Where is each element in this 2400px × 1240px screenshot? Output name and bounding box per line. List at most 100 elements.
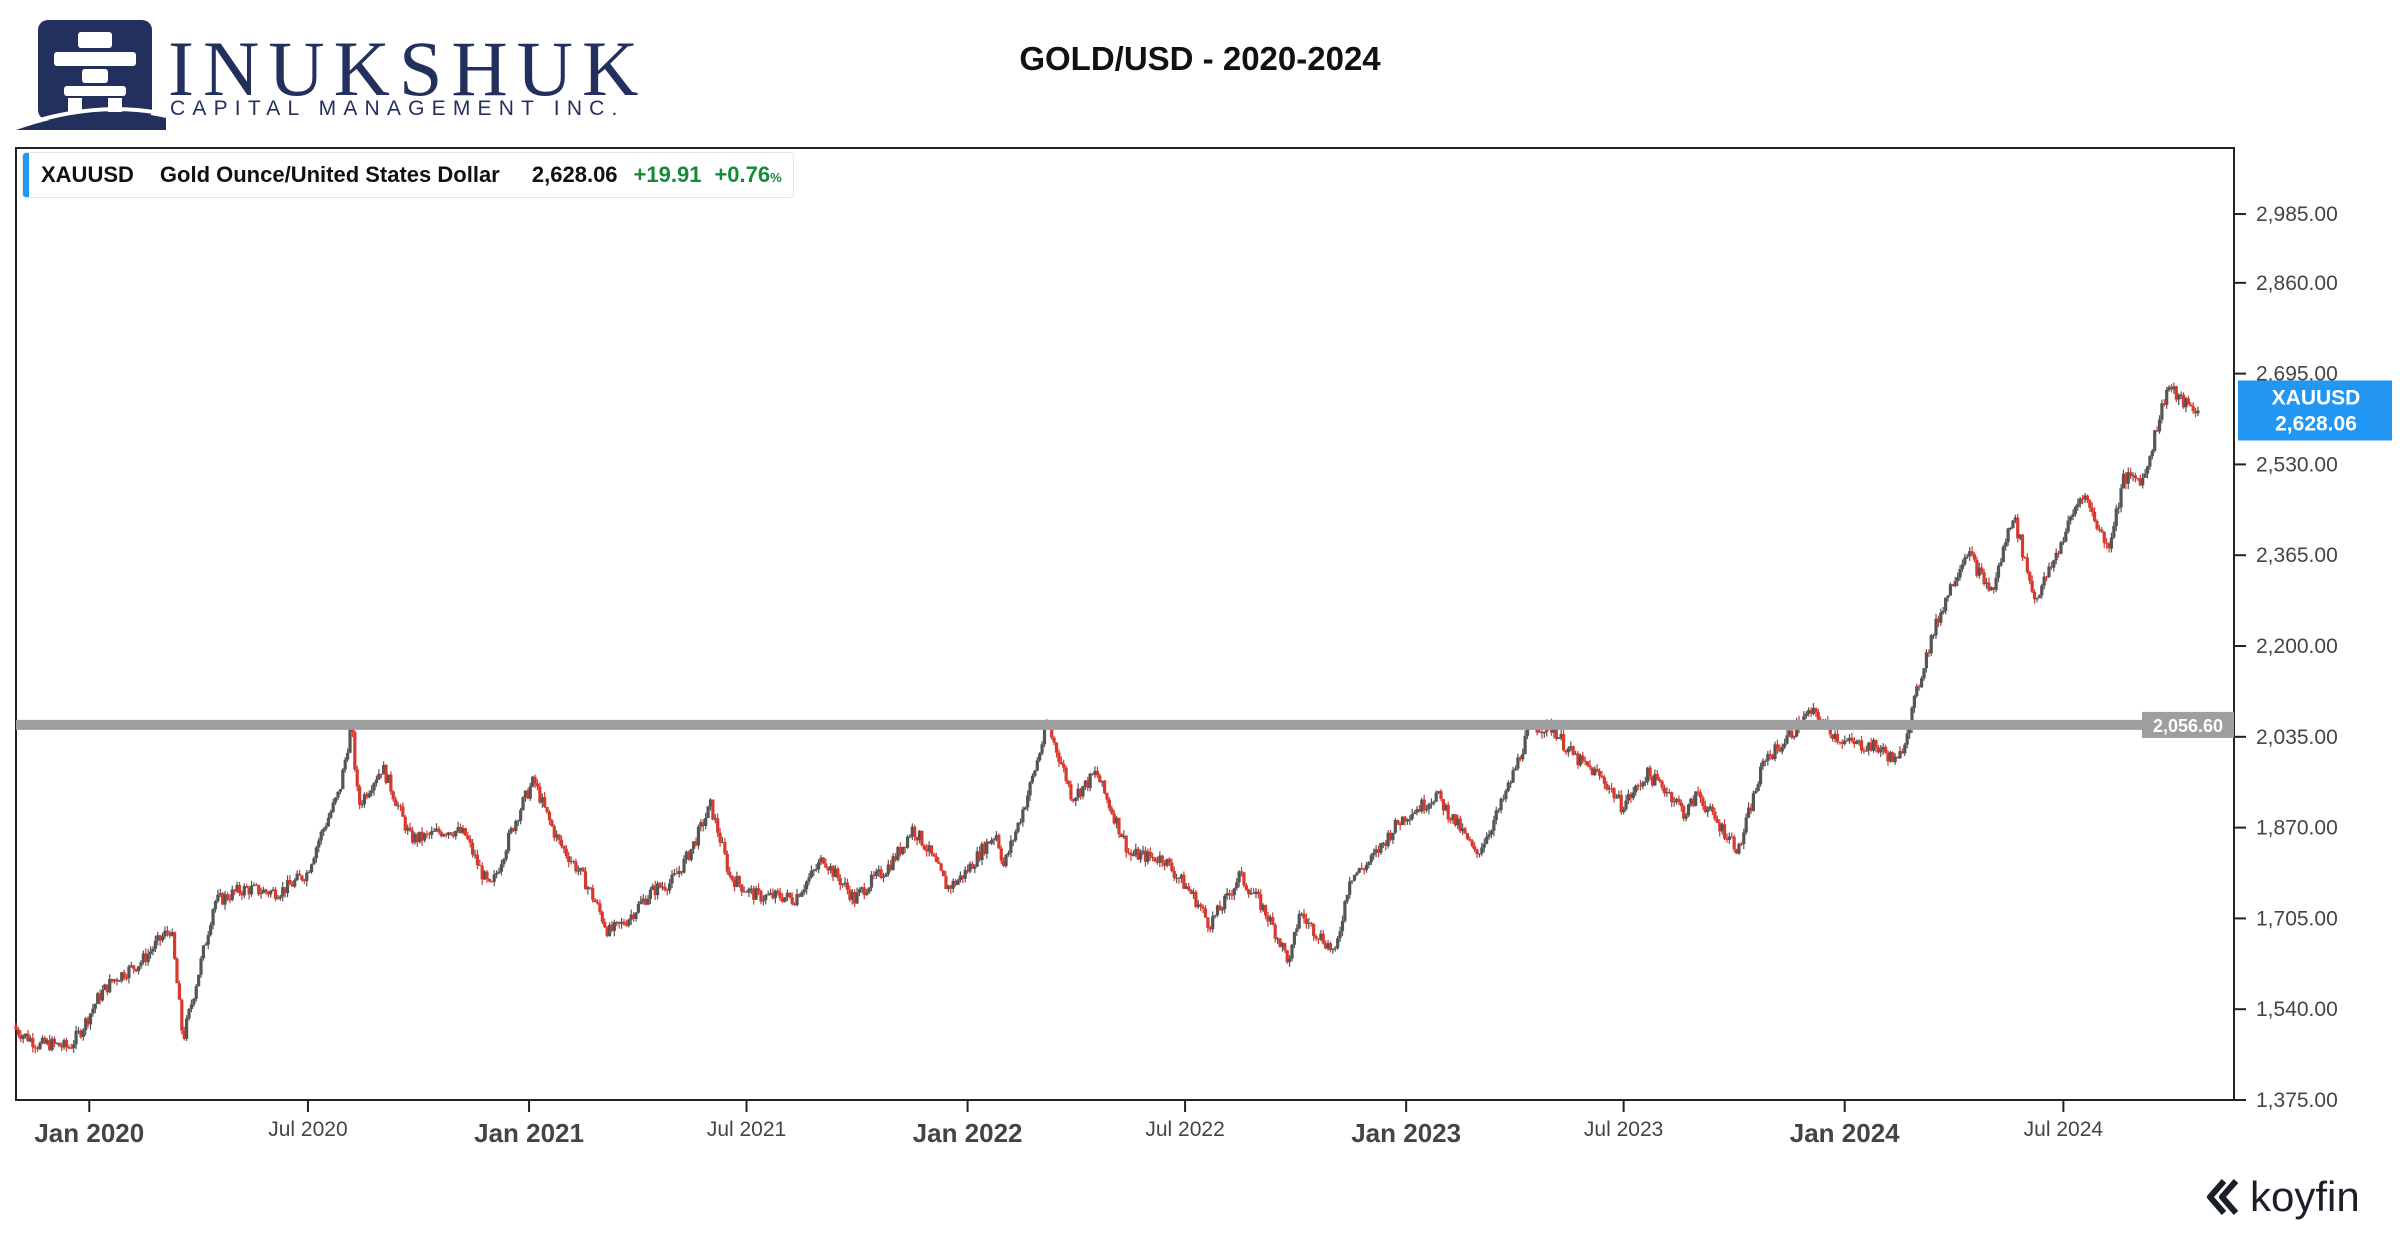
- candle-body: [850, 891, 854, 900]
- candle-body: [1674, 798, 1679, 802]
- candle-body: [1684, 815, 1688, 819]
- candle-body: [1102, 780, 1107, 794]
- candle-body: [720, 842, 725, 844]
- candle-body: [45, 1040, 49, 1044]
- candle-body: [1187, 886, 1191, 890]
- candle-body: [1850, 737, 1854, 741]
- candle-body: [2181, 394, 2186, 408]
- candle-body: [1203, 908, 1208, 918]
- price-tags: XAUUSD 2,628.06: [2238, 380, 2392, 441]
- candle-body: [187, 1009, 191, 1019]
- candle-body: [1607, 788, 1611, 790]
- candle-body: [754, 888, 758, 900]
- candle-body: [1473, 846, 1477, 850]
- candle-body: [1114, 817, 1119, 824]
- candle-body: [1754, 791, 1758, 794]
- candle-body: [872, 874, 876, 877]
- series-legend[interactable]: XAUUSD Gold Ounce/United States Dollar 2…: [22, 152, 794, 198]
- candle-body: [2162, 403, 2166, 405]
- candle-body: [1883, 746, 1888, 753]
- x-tick-label: Jan 2024: [1790, 1118, 1900, 1148]
- candle-body: [1581, 755, 1585, 761]
- candle-body: [216, 894, 220, 902]
- candle-body: [1420, 799, 1424, 812]
- candle-body: [442, 834, 446, 837]
- candle-body: [1199, 904, 1203, 907]
- candle-body: [341, 769, 345, 790]
- candle-body: [1379, 842, 1383, 853]
- candle-body: [1148, 851, 1152, 857]
- candle-body: [1035, 760, 1039, 771]
- candle-body: [201, 945, 206, 959]
- candle-body: [223, 894, 227, 905]
- candle-body: [968, 863, 972, 872]
- candle-body: [2078, 498, 2082, 504]
- candle-body: [1232, 888, 1236, 896]
- candle-body: [2155, 430, 2159, 432]
- candle-body: [1504, 790, 1508, 800]
- candle-body: [1564, 750, 1568, 753]
- candle-body: [40, 1037, 45, 1043]
- candle-body: [235, 884, 239, 892]
- candle-body: [317, 840, 321, 848]
- candle-body: [1312, 924, 1316, 937]
- candle-body: [634, 912, 638, 919]
- y-tick-label: 2,860.00: [2256, 272, 2338, 295]
- candle-body: [1319, 933, 1323, 940]
- candle-body: [564, 848, 568, 856]
- candle-body: [1297, 913, 1301, 929]
- candle-body: [600, 912, 604, 922]
- candle-body: [1054, 742, 1059, 753]
- candle-body: [752, 888, 756, 900]
- candle-body: [917, 830, 922, 841]
- candle-body: [1470, 840, 1474, 847]
- candle-body: [1280, 943, 1284, 947]
- candle-body: [1179, 874, 1184, 879]
- candle-body: [1170, 862, 1174, 871]
- candle-body: [1859, 740, 1864, 751]
- candle-body: [785, 892, 789, 898]
- candle-body: [908, 836, 912, 838]
- candle-body: [348, 729, 352, 753]
- x-tick-label: Jan 2021: [474, 1118, 584, 1148]
- candle-body: [2109, 537, 2114, 549]
- candle-body: [1076, 788, 1080, 798]
- candle-body: [211, 909, 215, 926]
- candle-body: [1537, 731, 1542, 733]
- candle-body: [1876, 747, 1880, 753]
- candle-body: [1081, 786, 1085, 797]
- candle-body: [1364, 864, 1369, 871]
- candle-body: [2107, 543, 2111, 549]
- candle-body: [795, 894, 799, 905]
- candle-body: [74, 1030, 78, 1045]
- candle-body: [588, 887, 592, 889]
- candle-body: [1922, 668, 1926, 679]
- candle-body: [855, 892, 859, 904]
- x-tick-label: Jul 2021: [707, 1118, 786, 1141]
- candle-body: [877, 869, 881, 872]
- candle-body: [1439, 791, 1443, 800]
- candle-body: [1014, 831, 1018, 841]
- candle-body: [732, 879, 737, 887]
- candle-body: [905, 836, 910, 848]
- candle-body: [2112, 526, 2116, 538]
- candle-body: [1273, 924, 1277, 939]
- candle-body: [2040, 585, 2044, 596]
- candle-body: [658, 883, 662, 888]
- candle-body: [1783, 743, 1787, 748]
- candle-body: [60, 1046, 64, 1048]
- candle-body: [1852, 740, 1856, 745]
- candle-body: [1732, 836, 1736, 850]
- candle-body: [242, 886, 246, 896]
- candle-body: [329, 811, 333, 818]
- candle-body: [896, 847, 900, 861]
- candle-body: [1326, 943, 1330, 949]
- candle-body: [321, 828, 326, 832]
- candle-body: [605, 927, 609, 936]
- candle-body: [1778, 748, 1782, 752]
- candle-body: [740, 884, 744, 892]
- candle-body: [2172, 386, 2176, 390]
- candle-body: [771, 892, 775, 899]
- candle-body: [300, 875, 304, 881]
